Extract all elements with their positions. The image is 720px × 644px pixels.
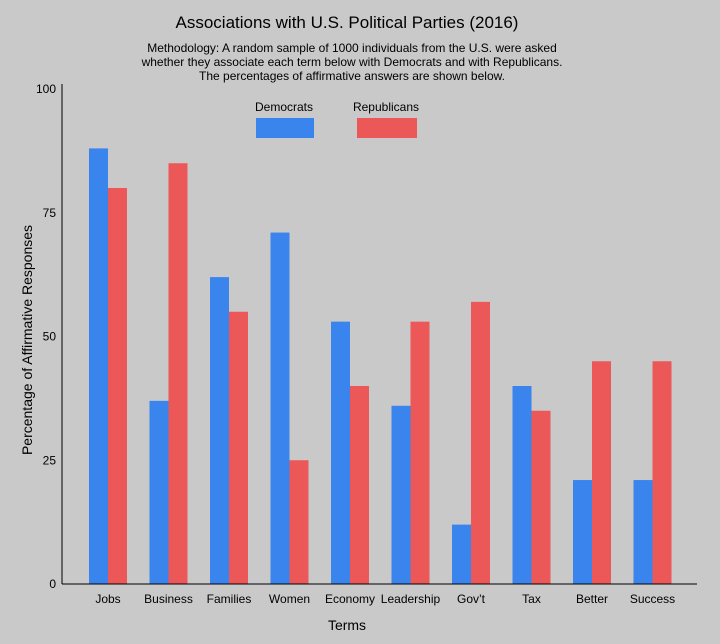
- x-tick-label: Business: [144, 592, 193, 606]
- legend-swatch-democrats: [256, 118, 314, 138]
- bar-democrats-2: [149, 400, 169, 584]
- legend: Democrats Republicans: [255, 100, 419, 138]
- bar-republicans-3: [229, 311, 248, 584]
- y-axis-label: Percentage of Affirmative Responses: [19, 225, 35, 455]
- x-tick-label: Jobs: [95, 592, 120, 606]
- legend-label-republicans: Republicans: [353, 100, 419, 114]
- bar-democrats-8: [512, 386, 532, 584]
- x-tick-label: Families: [207, 592, 252, 606]
- bar-democrats-4: [270, 232, 290, 585]
- bar-republicans-1: [108, 188, 127, 584]
- bar-republicans-4: [289, 460, 309, 584]
- x-tick-label: Success: [630, 592, 675, 606]
- x-tick-label: Leadership: [381, 592, 441, 606]
- bar-democrats-1: [89, 148, 108, 584]
- bar-democrats-3: [210, 277, 229, 584]
- x-axis-label: Terms: [328, 617, 366, 633]
- bar-republicans-2: [168, 163, 188, 584]
- bar-republicans-5: [350, 386, 369, 584]
- x-tick-label: Better: [576, 592, 608, 606]
- x-tick-label: Gov’t: [457, 592, 486, 606]
- y-tick-label: 0: [49, 577, 56, 591]
- bar-republicans-10: [652, 361, 672, 584]
- bar-democrats-5: [331, 321, 350, 584]
- chart-subtitle-line-3: The percentages of affirmative answers a…: [199, 69, 505, 83]
- bar-democrats-6: [391, 405, 411, 584]
- y-tick-label: 25: [43, 453, 57, 467]
- chart-title: Associations with U.S. Political Parties…: [176, 13, 519, 32]
- bar-democrats-7: [452, 524, 471, 584]
- chart-subtitle-line-1: Methodology: A random sample of 1000 ind…: [147, 41, 557, 55]
- bar-republicans-8: [531, 410, 551, 584]
- legend-label-democrats: Democrats: [255, 100, 313, 114]
- y-tick-label: 100: [36, 82, 56, 96]
- bars: [89, 148, 672, 585]
- bar-democrats-9: [573, 480, 592, 584]
- chart-subtitle-line-2: whether they associate each term below w…: [141, 55, 563, 69]
- y-tick-label: 75: [43, 206, 57, 220]
- bar-democrats-10: [633, 480, 653, 584]
- x-tick-label: Women: [269, 592, 310, 606]
- bar-republicans-7: [471, 301, 490, 584]
- x-ticks: Jobs Business Families Women Economy Leadersh…: [95, 592, 675, 606]
- y-tick-label: 50: [43, 330, 57, 344]
- bar-republicans-9: [592, 361, 611, 584]
- bar-republicans-6: [410, 321, 430, 584]
- x-tick-label: Tax: [522, 592, 541, 606]
- legend-swatch-republicans: [357, 118, 417, 138]
- x-tick-label: Economy: [325, 592, 375, 606]
- y-ticks: 0 25 50 75 100: [36, 82, 56, 591]
